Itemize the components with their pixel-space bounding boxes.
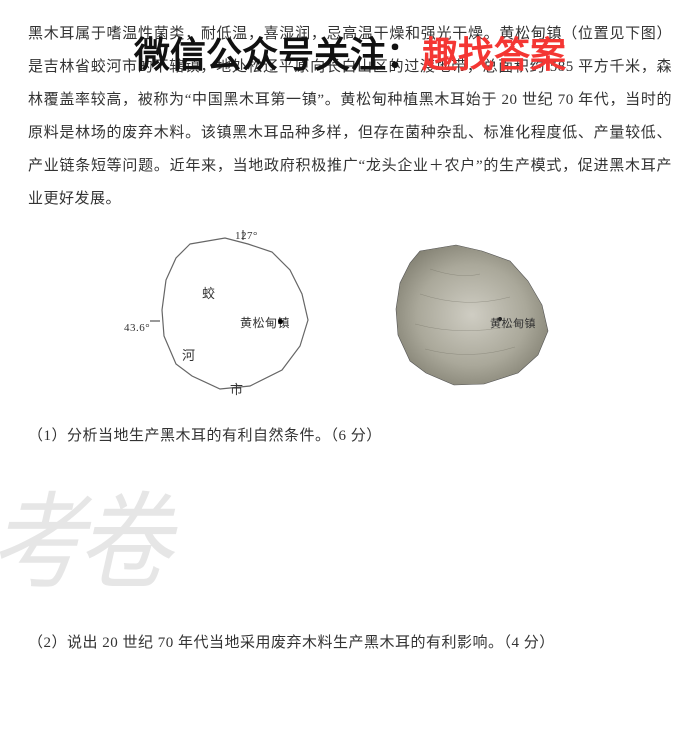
lat-label: 43.6° — [124, 316, 150, 340]
relief-svg — [370, 239, 570, 389]
region-char-3: 市 — [230, 376, 244, 405]
question-1: （1）分析当地生产黑木耳的有利自然条件。（6 分） — [28, 420, 672, 453]
exam-page: 黑木耳属于嗜温性菌类，耐低温，喜湿润，忌高温干燥和强光干燥。黄松甸镇（位置见下图… — [0, 18, 700, 754]
town-label: 黄松甸镇 — [240, 310, 290, 336]
map-outline: 127° 43.6° 蛟 黄松甸镇 河 市 — [130, 224, 340, 404]
region-char-1: 蛟 — [202, 280, 216, 309]
lon-label: 127° — [235, 224, 258, 248]
town-dot — [278, 319, 283, 324]
passage-text: 黑木耳属于嗜温性菌类，耐低温，喜湿润，忌高温干燥和强光干燥。黄松甸镇（位置见下图… — [28, 18, 672, 216]
map-relief: 黄松甸镇 — [370, 239, 570, 389]
relief-town-label: 黄松甸镇 — [490, 312, 536, 336]
question-2: （2）说出 20 世纪 70 年代当地采用废弃木料生产黑木耳的有利影响。（4 分… — [28, 627, 672, 660]
region-char-2: 河 — [182, 342, 196, 371]
figure-row: 127° 43.6° 蛟 黄松甸镇 河 市 — [28, 224, 672, 404]
